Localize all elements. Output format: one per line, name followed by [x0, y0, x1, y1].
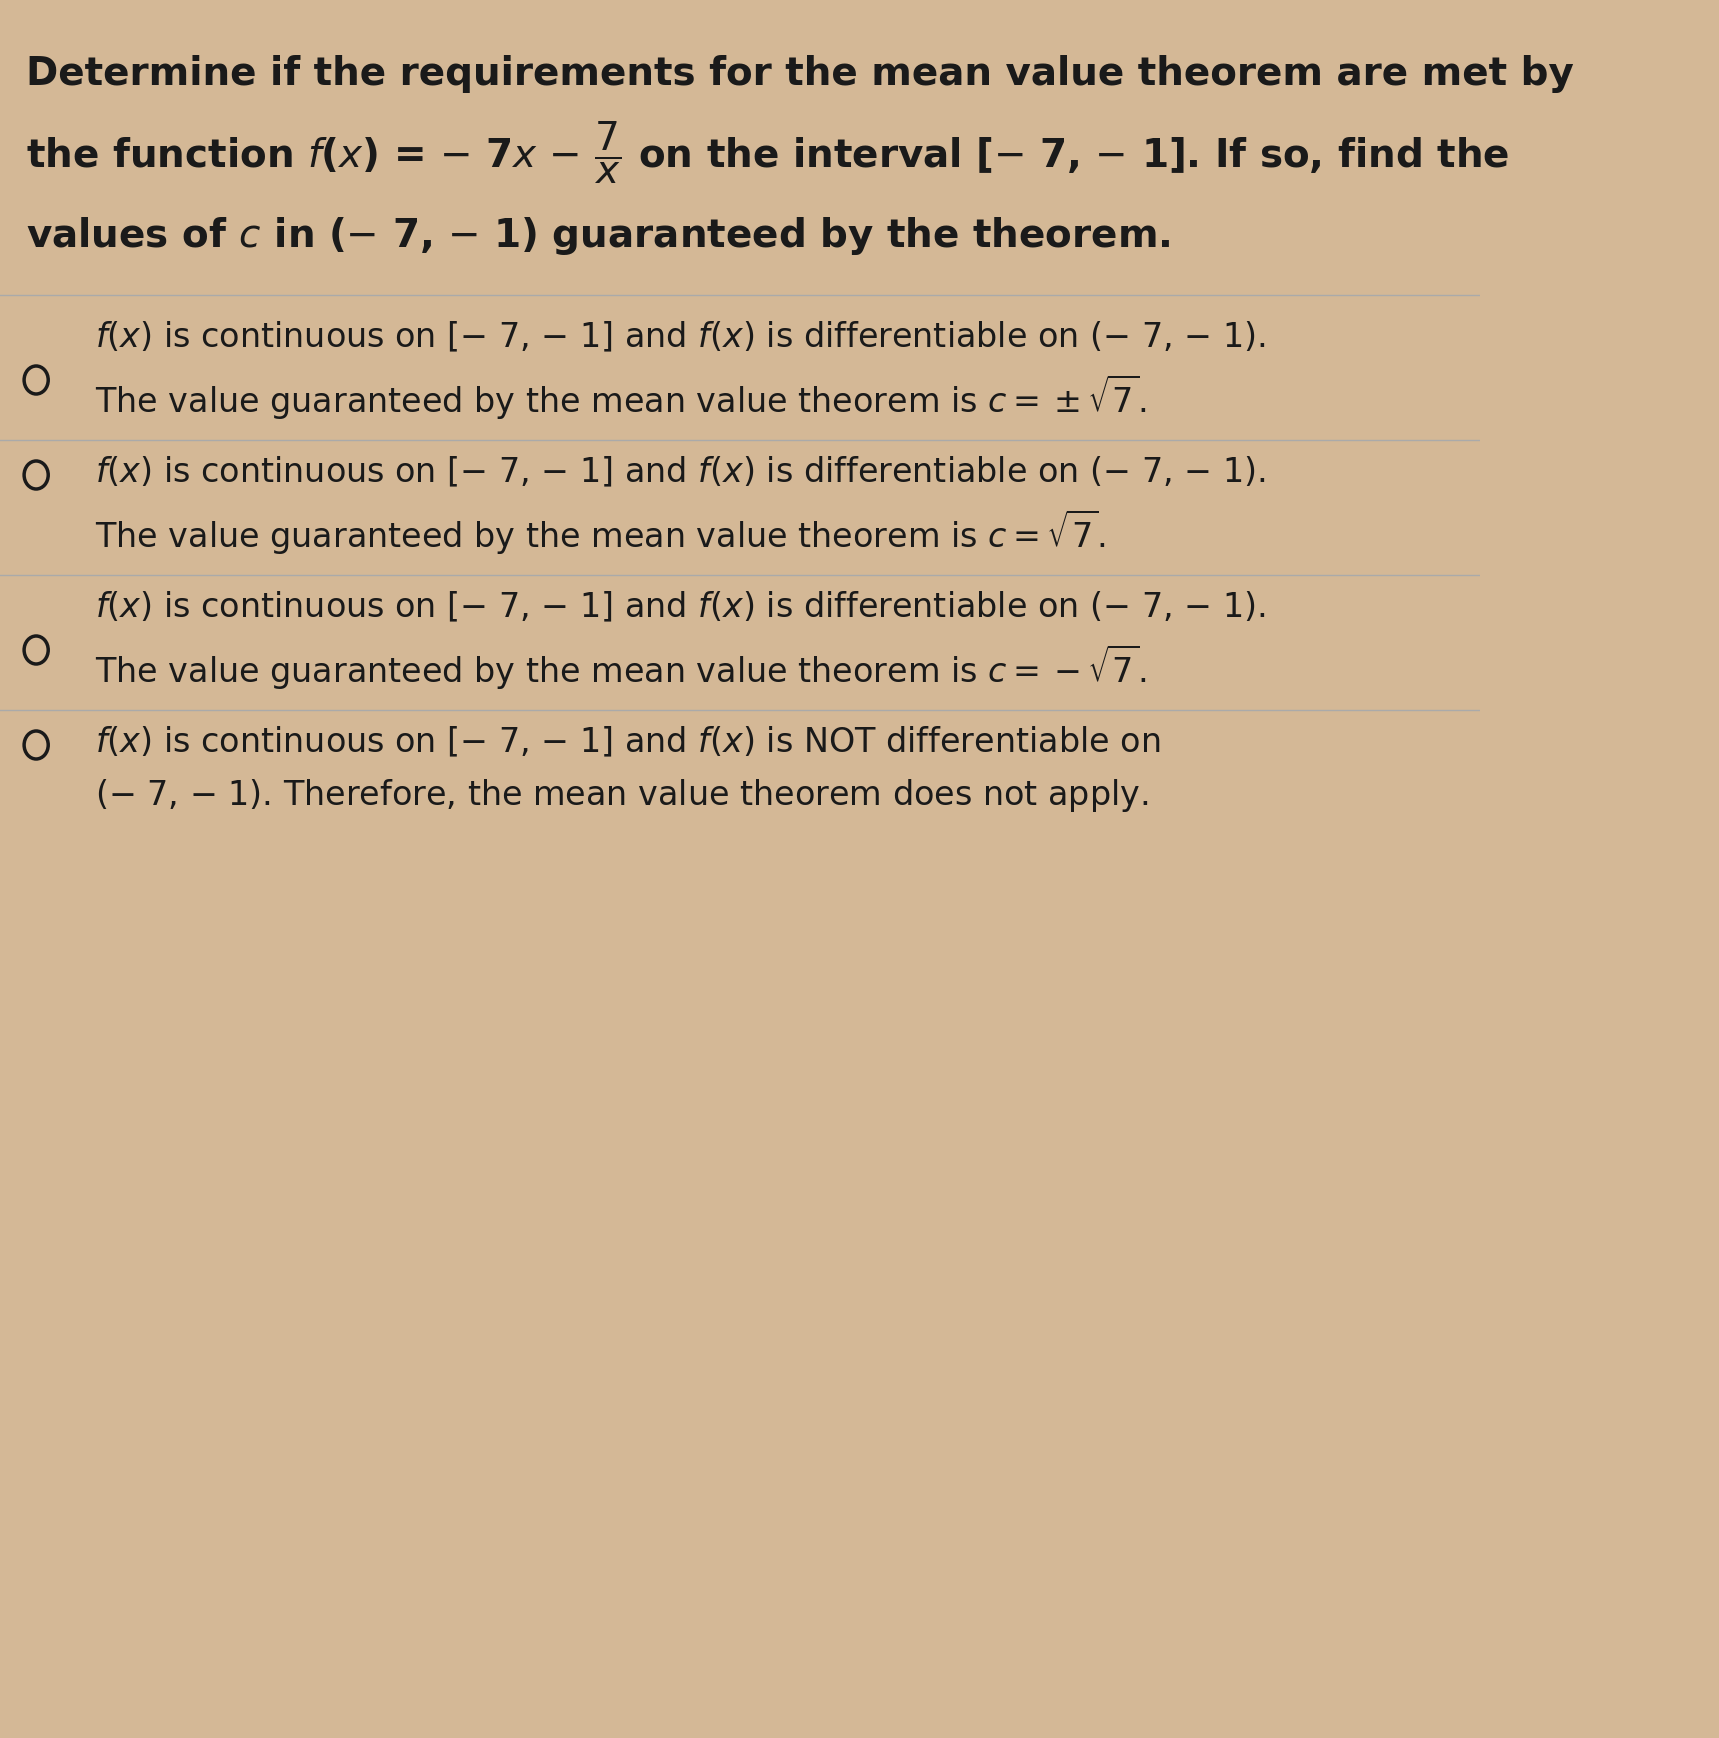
Text: The value guaranteed by the mean value theorem is $c = \pm\sqrt{7}$.: The value guaranteed by the mean value t… — [95, 372, 1147, 421]
Text: $\mathit{f}$($\mathit{x}$) is continuous on [$-$ 7, $-$ 1] and $\mathit{f}$($\ma: $\mathit{f}$($\mathit{x}$) is continuous… — [95, 320, 1265, 355]
Text: $\mathit{f}$($\mathit{x}$) is continuous on [$-$ 7, $-$ 1] and $\mathit{f}$($\ma: $\mathit{f}$($\mathit{x}$) is continuous… — [95, 455, 1265, 488]
Text: ($-$ 7, $-$ 1). Therefore, the mean value theorem does not apply.: ($-$ 7, $-$ 1). Therefore, the mean valu… — [95, 777, 1148, 813]
Text: values of $\mathit{c}$ in ($-$ 7, $-$ 1) guaranteed by the theorem.: values of $\mathit{c}$ in ($-$ 7, $-$ 1)… — [26, 216, 1171, 257]
Text: $\mathit{f}$($\mathit{x}$) is continuous on [$-$ 7, $-$ 1] and $\mathit{f}$($\ma: $\mathit{f}$($\mathit{x}$) is continuous… — [95, 589, 1265, 624]
Text: The value guaranteed by the mean value theorem is $c = -\sqrt{7}$.: The value guaranteed by the mean value t… — [95, 641, 1147, 692]
Text: the function $\mathit{f}$($\mathit{x}$) = $-$ 7$\mathit{x}$ $-$ $\dfrac{7}{x}$ o: the function $\mathit{f}$($\mathit{x}$) … — [26, 120, 1509, 186]
Text: The value guaranteed by the mean value theorem is $c = \sqrt{7}$.: The value guaranteed by the mean value t… — [95, 507, 1105, 556]
Text: $\mathit{f}$($\mathit{x}$) is continuous on [$-$ 7, $-$ 1] and $\mathit{f}$($\ma: $\mathit{f}$($\mathit{x}$) is continuous… — [95, 725, 1160, 760]
Text: Determine if the requirements for the mean value theorem are met by: Determine if the requirements for the me… — [26, 56, 1573, 94]
